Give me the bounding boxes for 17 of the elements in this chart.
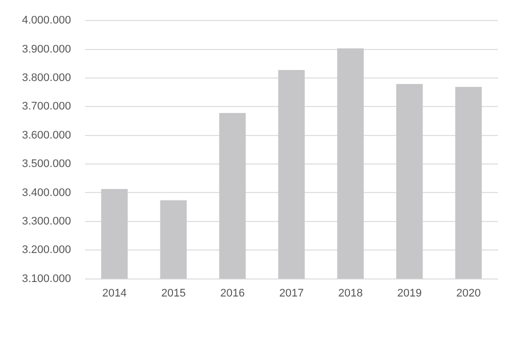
x-tick-label: 2017 <box>279 287 304 300</box>
y-tick-label: 3.900.000 <box>22 43 71 56</box>
x-tick-label: 2014 <box>102 287 127 300</box>
x-tick-label: 2019 <box>397 287 422 300</box>
y-tick-label: 3.700.000 <box>22 100 71 113</box>
y-tick-label: 3.300.000 <box>22 215 71 228</box>
x-tick-label: 2016 <box>220 287 245 300</box>
x-tick-label: 2018 <box>338 287 363 300</box>
y-tick-label: 4.000.000 <box>22 14 71 27</box>
y-tick-label: 3.100.000 <box>22 272 71 285</box>
y-tick-label: 3.500.000 <box>22 158 71 170</box>
y-tick-label: 3.400.000 <box>22 186 71 199</box>
y-tick-label: 3.800.000 <box>22 72 71 84</box>
y-tick-label: 3.600.000 <box>22 129 71 142</box>
x-tick-label: 2015 <box>161 287 186 300</box>
x-tick-label: 2020 <box>456 287 481 300</box>
y-tick-label: 3.200.000 <box>22 244 71 256</box>
